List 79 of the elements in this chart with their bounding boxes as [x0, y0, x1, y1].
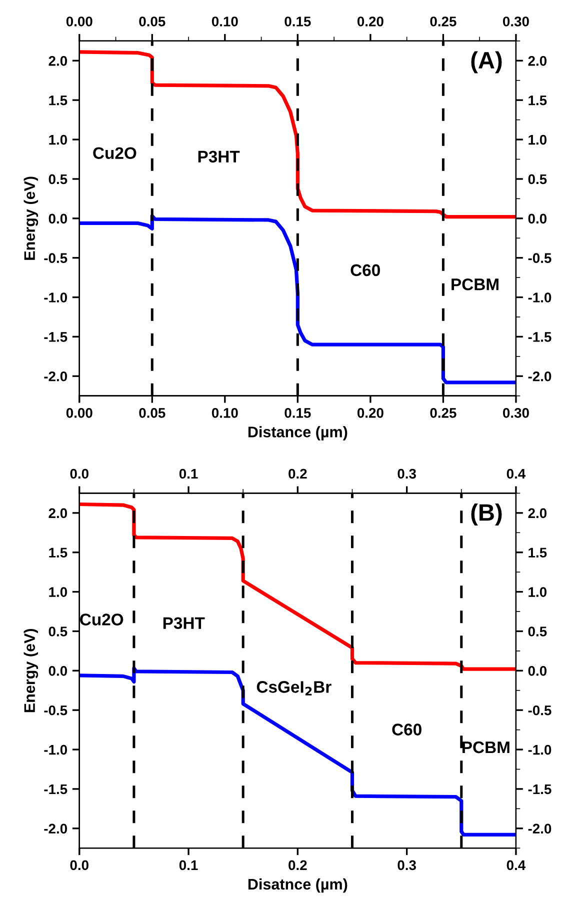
x2-tick-label: 0.1: [179, 468, 198, 479]
annotation: P3HT: [198, 150, 240, 163]
annotation: Cu2O: [80, 614, 124, 626]
y2-tick-label: -1.0: [528, 292, 552, 302]
y2-tick-label: 0.0: [528, 214, 547, 224]
annotation: Cu2O: [93, 147, 136, 159]
y-tick-label: 0.5: [48, 626, 68, 636]
y2-tick-label: 2.0: [528, 508, 547, 518]
x-tick-label: 0.15: [284, 408, 311, 418]
y2-tick-label: -0.5: [528, 705, 552, 716]
y2-tick-label: 0.0: [528, 666, 547, 676]
x2-tick-label: 0.00: [66, 16, 92, 26]
x-axis-title: Disatnce (µm): [248, 878, 348, 893]
annotation: C60: [350, 264, 380, 276]
x-tick-label: 0.1: [179, 860, 198, 870]
y2-tick-label: -1.5: [528, 784, 552, 794]
y-tick-label: 0.0: [48, 214, 68, 224]
x2-tick-label: 0.20: [357, 16, 384, 26]
annotation: PCBM: [452, 278, 498, 290]
y-tick-label: -1.5: [44, 332, 68, 342]
y-axis-title: Energy (eV): [24, 628, 38, 712]
y2-tick-label: 0.5: [528, 626, 547, 636]
y-tick-label: -0.5: [44, 253, 68, 264]
y-tick-label: -0.5: [44, 705, 68, 716]
y-tick-label: 1.0: [49, 587, 68, 597]
annotation: (A): [471, 51, 502, 74]
y-tick-label: 0.0: [48, 666, 68, 676]
y-tick-label: 0.5: [48, 174, 68, 184]
x-tick-label: 0.0: [70, 860, 88, 870]
y2-tick-label: -2.0: [528, 371, 552, 382]
x-tick-label: 0.05: [139, 408, 166, 418]
y2-tick-label: -0.5: [528, 253, 552, 264]
x-tick-label: 0.30: [503, 408, 529, 418]
x2-tick-label: 0.4: [506, 468, 526, 479]
x2-tick-label: 0.15: [284, 16, 311, 26]
y2-tick-label: -1.0: [528, 744, 552, 755]
y2-tick-label: -2.0: [528, 824, 552, 834]
x2-tick-label: 0.05: [139, 16, 166, 26]
x-tick-label: 0.2: [288, 860, 307, 870]
y2-tick-label: 2.0: [528, 56, 547, 66]
y-tick-label: -1.0: [44, 292, 68, 302]
line-series: [79, 666, 516, 837]
y-tick-label: 1.5: [49, 96, 68, 106]
line-series: [79, 502, 516, 671]
x-tick-label: 0.4: [506, 860, 526, 870]
line-series: [79, 50, 516, 219]
annotation: PCBM: [462, 741, 510, 754]
x2-tick-label: 0.0: [70, 468, 88, 479]
x-tick-label: 0.20: [357, 408, 384, 418]
y2-tick-label: 1.0: [528, 134, 547, 145]
y-tick-label: 2.0: [48, 508, 68, 518]
x2-tick-label: 0.25: [430, 16, 456, 26]
annotation: (B): [471, 504, 502, 526]
annotation: C60: [392, 724, 422, 736]
x2-tick-label: 0.30: [503, 16, 529, 26]
annotation: P3HT: [163, 617, 205, 630]
y-tick-label: -2.0: [44, 371, 68, 382]
x-tick-label: 0.3: [398, 860, 416, 870]
y-tick-label: -1.5: [44, 784, 68, 794]
y2-tick-label: -1.5: [528, 332, 552, 342]
y-tick-label: -2.0: [44, 824, 68, 834]
y2-tick-label: 0.5: [528, 174, 547, 184]
y-tick-label: 2.0: [48, 56, 68, 66]
x-tick-label: 0.10: [212, 408, 238, 418]
line-series: [79, 214, 516, 384]
x-tick-label: 0.25: [430, 408, 456, 418]
y2-tick-label: 1.5: [528, 548, 547, 558]
y2-tick-label: 1.5: [528, 96, 547, 106]
x-tick-label: 0.00: [66, 408, 92, 418]
y-tick-label: 1.5: [49, 548, 68, 558]
y-axis-title: Energy (eV): [24, 176, 38, 260]
x2-tick-label: 0.10: [212, 16, 238, 26]
x-axis-title: Distance (µm): [248, 426, 348, 440]
y-tick-label: 1.0: [49, 134, 68, 145]
y-tick-label: -1.0: [44, 744, 68, 755]
x2-tick-label: 0.2: [288, 468, 307, 479]
x2-tick-label: 0.3: [398, 468, 416, 479]
y2-tick-label: 1.0: [528, 587, 547, 597]
annotation: CsGeI$_{2}$Br: [256, 681, 332, 696]
